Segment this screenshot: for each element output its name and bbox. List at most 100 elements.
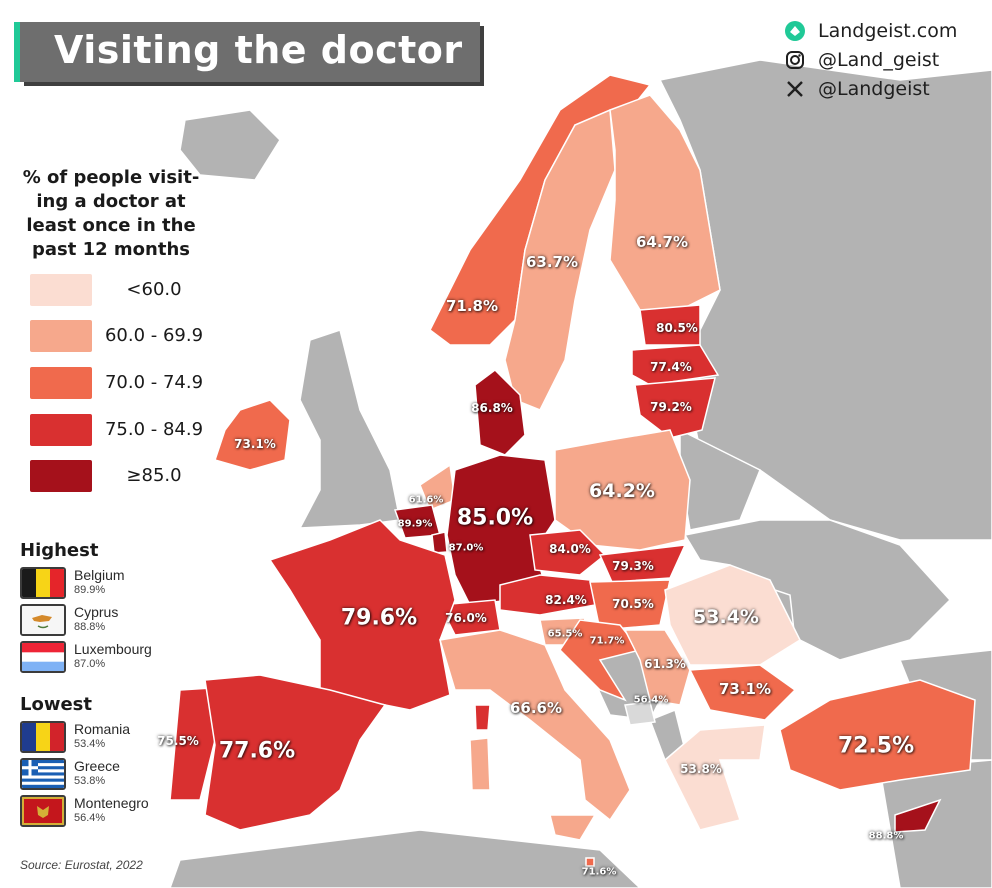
highest-item: Belgium 89.9%: [20, 567, 200, 603]
value-label-hungary: 70.5%: [612, 597, 654, 611]
country-value: 87.0%: [74, 658, 106, 670]
value-label-spain: 77.6%: [218, 738, 296, 764]
iceland-region: [179, 109, 281, 181]
country-malta: [585, 857, 595, 867]
legend-label: ≥85.0: [126, 465, 182, 486]
montenegro-flag-icon: [20, 795, 66, 827]
social-landgeist[interactable]: Landgeist.com: [784, 18, 957, 44]
value-label-germany: 85.0%: [456, 505, 534, 531]
legend-item: ≥85.0: [30, 460, 210, 492]
legend-item: 75.0 - 84.9: [30, 414, 210, 446]
luxembourg-flag-icon: [20, 641, 66, 673]
lowest-heading: Lowest: [20, 694, 92, 715]
legend-swatch: [30, 414, 92, 446]
page-title: Visiting the doctor: [54, 28, 463, 72]
value-label-denmark: 86.8%: [471, 401, 513, 415]
legend-label: 75.0 - 84.9: [104, 419, 204, 440]
highest-item: Cyprus 88.8%: [20, 604, 200, 640]
lowest-item: Romania 53.4%: [20, 721, 200, 757]
value-label-estonia: 80.5%: [656, 321, 698, 335]
country-luxembourg: [431, 531, 448, 554]
legend-title-line: least once in the: [26, 215, 196, 236]
source-note: Source: Eurostat, 2022: [20, 858, 143, 872]
legend-title-line: ing a doctor at: [36, 191, 186, 212]
country-hungary: [589, 579, 671, 631]
legend-swatch: [30, 274, 92, 306]
country-name: Luxembourg: [74, 641, 152, 657]
country-slovakia: [598, 544, 687, 583]
legend-label: 70.0 - 74.9: [104, 372, 204, 393]
country-value: 56.4%: [74, 812, 106, 824]
value-label-lithuania: 79.2%: [650, 400, 692, 414]
value-label-italy: 66.6%: [509, 699, 563, 717]
highest-heading: Highest: [20, 540, 99, 561]
country-name: Montenegro: [74, 795, 149, 811]
legend-item: 60.0 - 69.9: [30, 320, 210, 352]
social-landgeist-text: Landgeist.com: [818, 20, 958, 42]
legend-item: 70.0 - 74.9: [30, 367, 210, 399]
romania-flag-icon: [20, 721, 66, 753]
country-corsica: [474, 704, 491, 731]
value-label-romania: 53.4%: [693, 606, 759, 628]
value-label-bulgaria: 73.1%: [718, 680, 772, 698]
social-x[interactable]: @Landgeist: [784, 76, 930, 102]
value-label-slovakia: 79.3%: [612, 559, 654, 573]
value-label-cyprus: 88.8%: [868, 830, 904, 842]
legend-title-line: past 12 months: [31, 239, 190, 260]
country-name: Romania: [74, 721, 131, 737]
legend-swatch: [30, 460, 92, 492]
country-lithuania: [634, 377, 716, 439]
legend-label: 60.0 - 69.9: [104, 325, 204, 346]
highest-item: Luxembourg 87.0%: [20, 641, 200, 677]
no-data-regions: [169, 59, 992, 888]
value-label-malta: 71.6%: [581, 866, 617, 878]
country-value: 89.9%: [74, 584, 106, 596]
country-montenegro: [624, 701, 656, 726]
country-value: 53.4%: [74, 738, 106, 750]
greece-flag-icon: [20, 758, 66, 790]
legend-item: <60.0: [30, 274, 210, 306]
country-poland: [554, 429, 691, 551]
country-name: Cyprus: [74, 604, 119, 620]
belgium-flag-icon: [20, 567, 66, 599]
country-name: Greece: [74, 758, 120, 774]
country-denmark: [474, 369, 526, 456]
value-label-finland: 64.7%: [635, 233, 689, 251]
country-italy: [439, 629, 631, 822]
instagram-icon: [784, 49, 806, 71]
x-icon: [784, 78, 806, 100]
value-label-netherlands: 61.6%: [408, 494, 444, 506]
country-greece: [664, 724, 766, 831]
value-label-czechia: 84.0%: [549, 542, 591, 556]
value-label-serbia: 61.3%: [644, 657, 686, 671]
value-label-greece: 53.8%: [680, 762, 722, 776]
lowest-item: Montenegro 56.4%: [20, 795, 200, 831]
value-label-portugal: 75.5%: [157, 734, 199, 748]
country-czechia: [529, 529, 607, 576]
country-sardinia: [469, 737, 491, 791]
country-bulgaria: [688, 664, 797, 721]
social-instagram-text: @Land_geist: [818, 49, 940, 71]
country-cyprus: [894, 798, 942, 833]
value-label-slovenia: 65.5%: [547, 628, 583, 640]
country-name: Belgium: [74, 567, 125, 583]
ukraine-region: [683, 519, 952, 661]
title-background: [20, 22, 480, 82]
country-value: 88.8%: [74, 621, 106, 633]
country-croatia: [559, 619, 642, 702]
social-instagram[interactable]: @Land_geist: [784, 47, 939, 73]
value-label-ireland: 73.1%: [234, 437, 276, 451]
country-sicily: [549, 814, 597, 841]
legend-label: <60.0: [126, 279, 182, 300]
legend-title: % of people visit- ing a doctor at least…: [14, 166, 208, 262]
country-value: 53.8%: [74, 775, 106, 787]
cyprus-flag-icon: [20, 604, 66, 636]
value-label-switzerland: 76.0%: [445, 611, 487, 625]
value-label-sweden: 63.7%: [525, 253, 579, 271]
legend-title-line: % of people visit-: [22, 167, 200, 188]
value-label-austria: 82.4%: [545, 593, 587, 607]
country-romania: [664, 564, 801, 666]
value-label-belgium: 89.9%: [397, 518, 433, 530]
country-finland: [609, 94, 721, 311]
